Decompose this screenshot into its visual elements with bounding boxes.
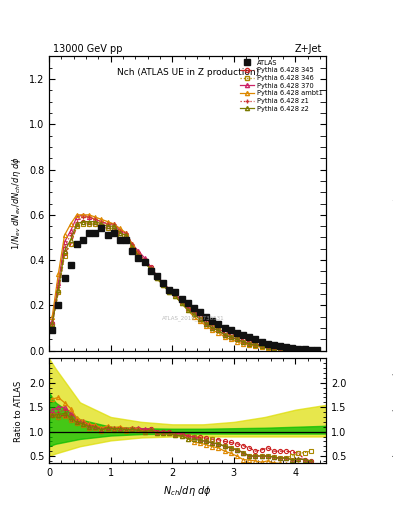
Text: Rivet 3.1.10, ≥ 2.9M events: Rivet 3.1.10, ≥ 2.9M events [391,167,393,240]
Text: ATLAS_2019_I1736531: ATLAS_2019_I1736531 [162,315,224,322]
Text: Nch (ATLAS UE in Z production): Nch (ATLAS UE in Z production) [117,68,259,77]
Legend: ATLAS, Pythia 6.428 345, Pythia 6.428 346, Pythia 6.428 370, Pythia 6.428 ambt1,: ATLAS, Pythia 6.428 345, Pythia 6.428 34… [239,58,324,113]
Y-axis label: Ratio to ATLAS: Ratio to ATLAS [14,380,23,441]
Text: Z+Jet: Z+Jet [295,44,322,54]
X-axis label: $N_{ch}/d\eta\ d\phi$: $N_{ch}/d\eta\ d\phi$ [163,484,212,498]
Text: 13000 GeV pp: 13000 GeV pp [53,44,123,54]
Y-axis label: $1/N_{ev}\ dN_{ev}/dN_{ch}/d\eta\ d\phi$: $1/N_{ev}\ dN_{ev}/dN_{ch}/d\eta\ d\phi$ [10,157,23,250]
Text: mcplots.cern.ch [arXiv:1306.3436]: mcplots.cern.ch [arXiv:1306.3436] [391,365,393,457]
